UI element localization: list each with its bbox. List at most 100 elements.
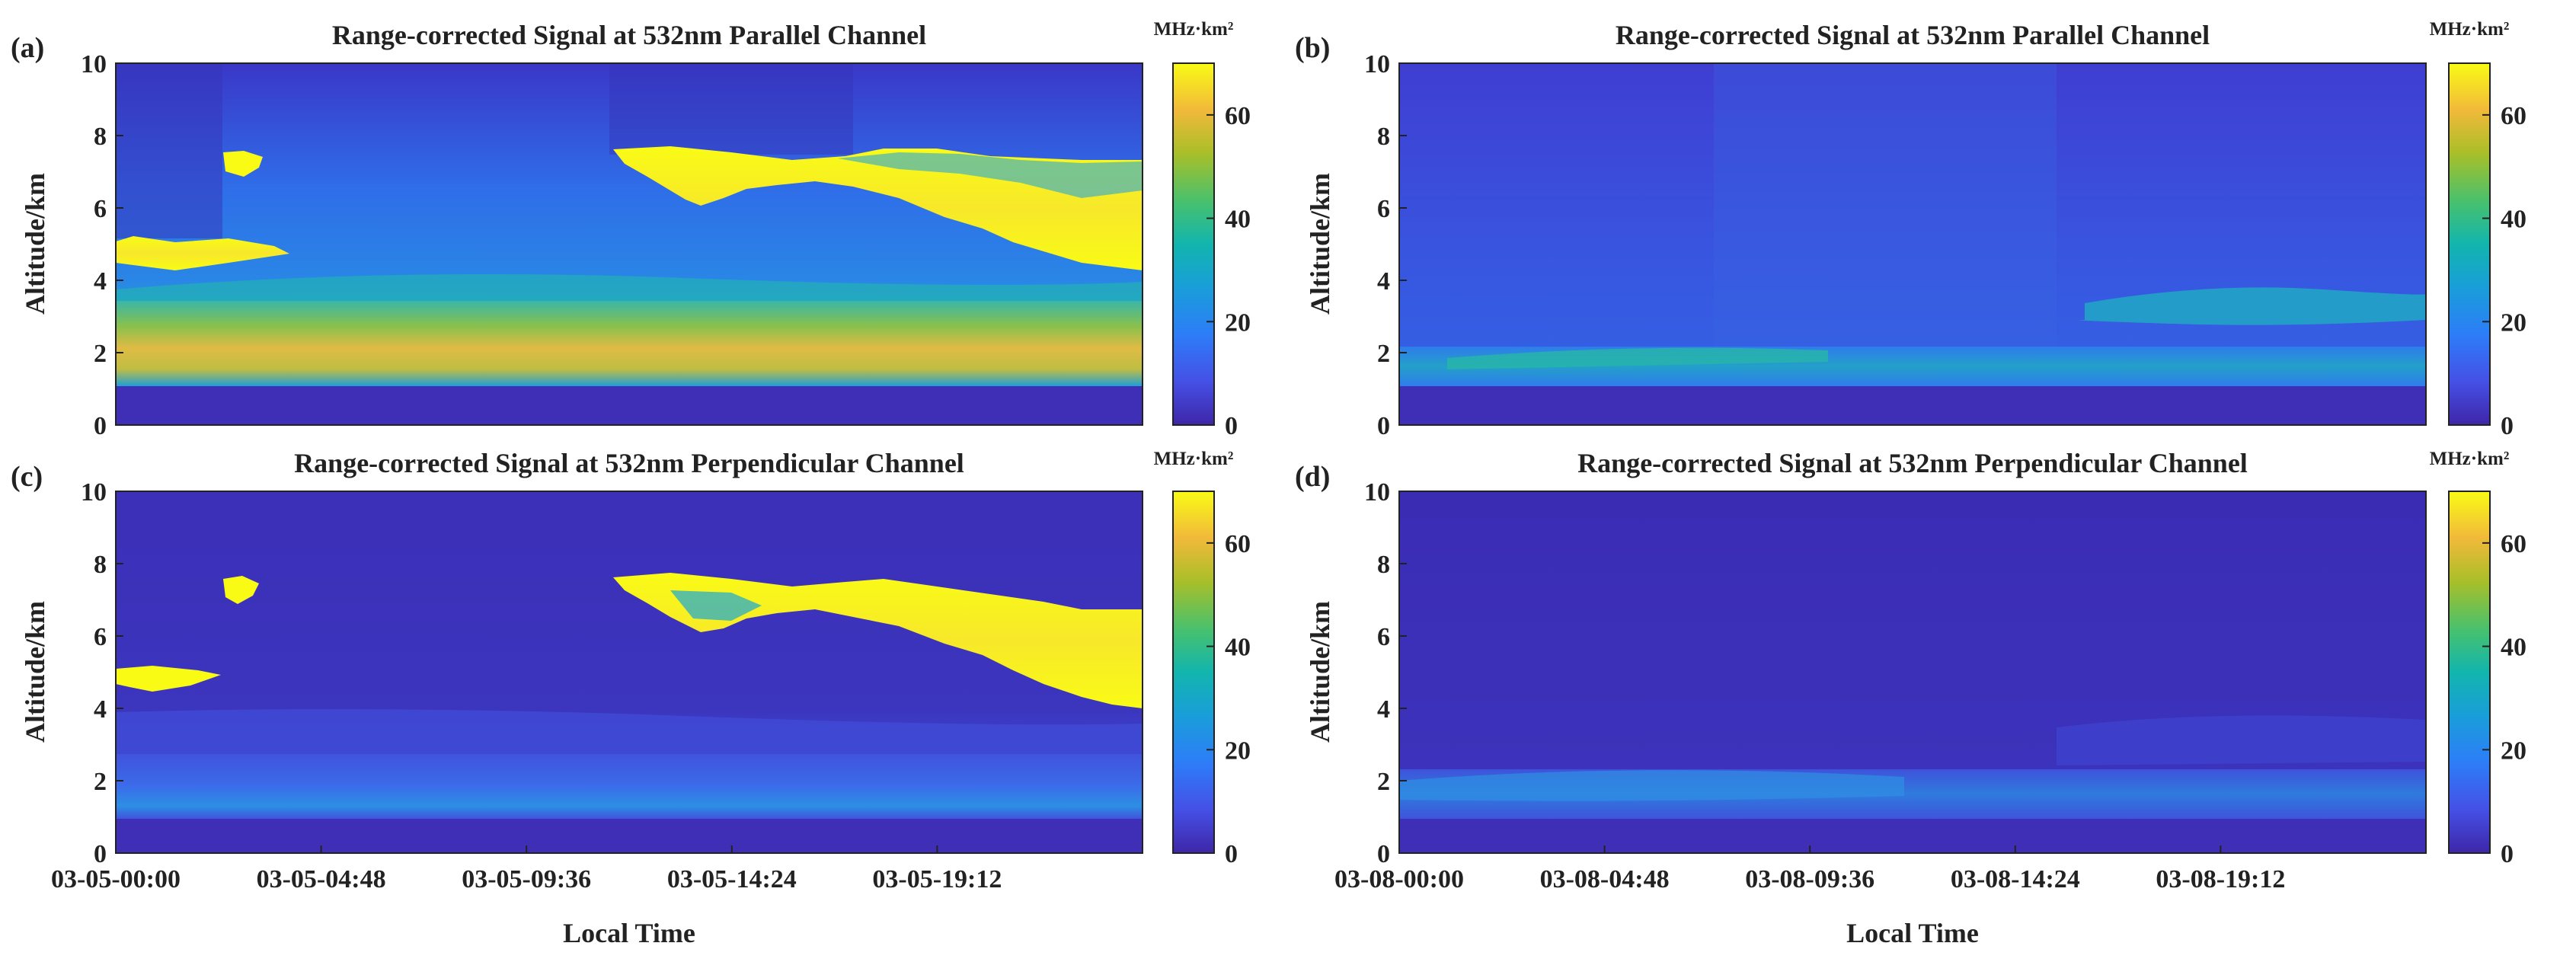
y-tick-label: 0 [94, 412, 107, 440]
y-tick-label: 10 [81, 478, 107, 507]
chart-title-b: Range-corrected Signal at 532nm Parallel… [1616, 20, 2210, 50]
heatmap-d-aerosol-layer [2057, 715, 2426, 765]
colorbar-tick-label: 0 [2501, 412, 2514, 440]
y-tick-label: 2 [1377, 340, 1390, 368]
y-tick-label: 0 [1377, 840, 1390, 868]
heatmap-b-frame [1398, 62, 2427, 426]
heatmap-c-surface-band [116, 819, 1143, 853]
heatmap-c-cloud-low [116, 666, 221, 692]
x-tick-label: 03-05-09:36 [462, 865, 591, 893]
x-axis-label-c: Local Time [563, 918, 695, 948]
x-tick-label: 03-08-09:36 [1745, 865, 1874, 893]
panel-label-d: (d) [1295, 461, 1330, 493]
panel-label-a: (a) [11, 32, 44, 64]
y-axis-b: 0 2 4 6 8 10 [1364, 50, 1407, 440]
chart-title-c: Range-corrected Signal at 532nm Perpendi… [294, 448, 964, 478]
colorbar-unit-b: MHz·km² [2430, 19, 2510, 40]
y-tick-label: 4 [94, 267, 107, 296]
colorbar-tick-label: 0 [2501, 840, 2514, 868]
colorbar-tick-label: 60 [2501, 102, 2526, 130]
x-axis-label-d: Local Time [1846, 918, 1979, 948]
colorbar-tick-label: 0 [1225, 412, 1238, 440]
y-axis-d: 0 2 4 6 8 10 [1364, 478, 1407, 868]
y-tick-label: 8 [94, 551, 107, 579]
x-tick-label: 03-05-14:24 [667, 865, 797, 893]
y-tick-label: 4 [1377, 695, 1390, 724]
colorbar-unit-d: MHz·km² [2430, 449, 2510, 469]
y-tick-label: 6 [94, 195, 107, 223]
colorbar-tick-label: 20 [2501, 737, 2526, 765]
panel-label-c: (c) [11, 461, 43, 493]
y-axis-label-d: Altitude/km [1305, 601, 1335, 743]
colorbar-ticks-b: 0 20 40 60 [2482, 102, 2526, 440]
heatmap-c-boundary-layer [116, 754, 1143, 819]
panel-d: 0 2 4 6 8 10 03-08-00:00 03-08-04:48 03-08-09:3… [1295, 448, 2526, 948]
y-tick-label: 10 [81, 50, 107, 78]
y-tick-label: 2 [94, 768, 107, 796]
x-tick-label: 03-05-04:48 [257, 865, 386, 893]
heatmap-d-surface-band [1399, 819, 2426, 853]
y-tick-label: 4 [94, 695, 107, 724]
chart-title-d: Range-corrected Signal at 532nm Perpendi… [1577, 448, 2248, 478]
heatmap-a-cloud-high-small [223, 151, 263, 177]
y-tick-label: 0 [1377, 412, 1390, 440]
y-tick-label: 0 [94, 840, 107, 868]
y-axis-label-b: Altitude/km [1305, 173, 1335, 315]
colorbar-a [1172, 62, 1215, 426]
x-tick-label: 03-08-00:00 [1334, 865, 1464, 893]
y-axis-label-a: Altitude/km [20, 173, 50, 315]
y-axis-a: 0 2 4 6 8 10 [81, 50, 123, 440]
x-tick-label: 03-08-19:12 [2156, 865, 2285, 893]
heatmap-b-haze [1714, 63, 2057, 383]
colorbar-c [1172, 491, 1215, 854]
x-tick-label: 03-05-00:00 [51, 865, 181, 893]
panel-label-b: (b) [1295, 32, 1330, 64]
heatmap-a-surface-band [116, 386, 1143, 425]
y-tick-label: 8 [1377, 123, 1390, 151]
panel-b: 0 2 4 6 8 10 (b) Range-corrected Signal at 53… [1295, 19, 2526, 440]
heatmap-c-cloud-high-small [223, 576, 259, 604]
heatmap-b-aerosol-layer [2079, 287, 2427, 325]
colorbar-b [2448, 62, 2491, 426]
x-axis-c: 03-05-00:00 03-05-04:48 03-05-09:36 03-05-1… [51, 845, 1002, 893]
panel-c: 0 2 4 6 8 10 03-05-00:00 03-05-04:48 03-05-09:3… [11, 448, 1251, 948]
colorbar-unit-c: MHz·km² [1154, 449, 1234, 469]
heatmap-d-frame [1398, 491, 2427, 854]
colorbar-tick-label: 40 [1225, 206, 1251, 234]
colorbar-tick-label: 40 [1225, 634, 1251, 662]
heatmap-a-cloud-low [116, 236, 289, 270]
colorbar-tick-label: 60 [1225, 102, 1251, 130]
x-axis-d: 03-08-00:00 03-08-04:48 03-08-09:36 03-08-1… [1334, 845, 2285, 893]
colorbar-unit-a: MHz·km² [1154, 19, 1234, 40]
colorbar-tick-label: 40 [2501, 206, 2526, 234]
y-axis-c: 0 2 4 6 8 10 [81, 478, 123, 868]
panel-a: 0 2 4 6 8 10 (a) Range-corrected Signal at 53… [11, 19, 1251, 440]
heatmap-b-surface-band [1399, 386, 2426, 425]
y-tick-label: 6 [1377, 623, 1390, 651]
colorbar-tick-label: 20 [1225, 737, 1251, 765]
y-tick-label: 8 [94, 123, 107, 151]
heatmap-a-boundary-layer [116, 301, 1143, 386]
heatmap-c-cloud-edge [670, 590, 762, 621]
heatmap-b-layer-band [1447, 347, 1828, 369]
colorbar-ticks-d: 0 20 40 60 [2482, 530, 2526, 868]
y-tick-label: 8 [1377, 551, 1390, 579]
heatmap-c-frame [115, 491, 1143, 854]
heatmap-a-cloud-edge [838, 152, 1143, 198]
colorbar-tick-label: 20 [2501, 308, 2526, 337]
y-tick-label: 2 [1377, 768, 1390, 796]
chart-title-a: Range-corrected Signal at 532nm Parallel… [332, 20, 926, 50]
x-tick-label: 03-08-14:24 [1951, 865, 2080, 893]
colorbar-tick-label: 40 [2501, 634, 2526, 662]
y-tick-label: 2 [94, 340, 107, 368]
y-tick-label: 6 [1377, 195, 1390, 223]
y-tick-label: 6 [94, 623, 107, 651]
heatmap-c-aerosol-layer [116, 709, 1143, 762]
colorbar-tick-label: 60 [2501, 530, 2526, 558]
x-tick-label: 03-05-19:12 [872, 865, 1002, 893]
y-axis-label-c: Altitude/km [20, 601, 50, 743]
y-tick-label: 4 [1377, 267, 1390, 296]
colorbar-d [2448, 491, 2491, 854]
heatmap-a-frame [115, 62, 1143, 426]
